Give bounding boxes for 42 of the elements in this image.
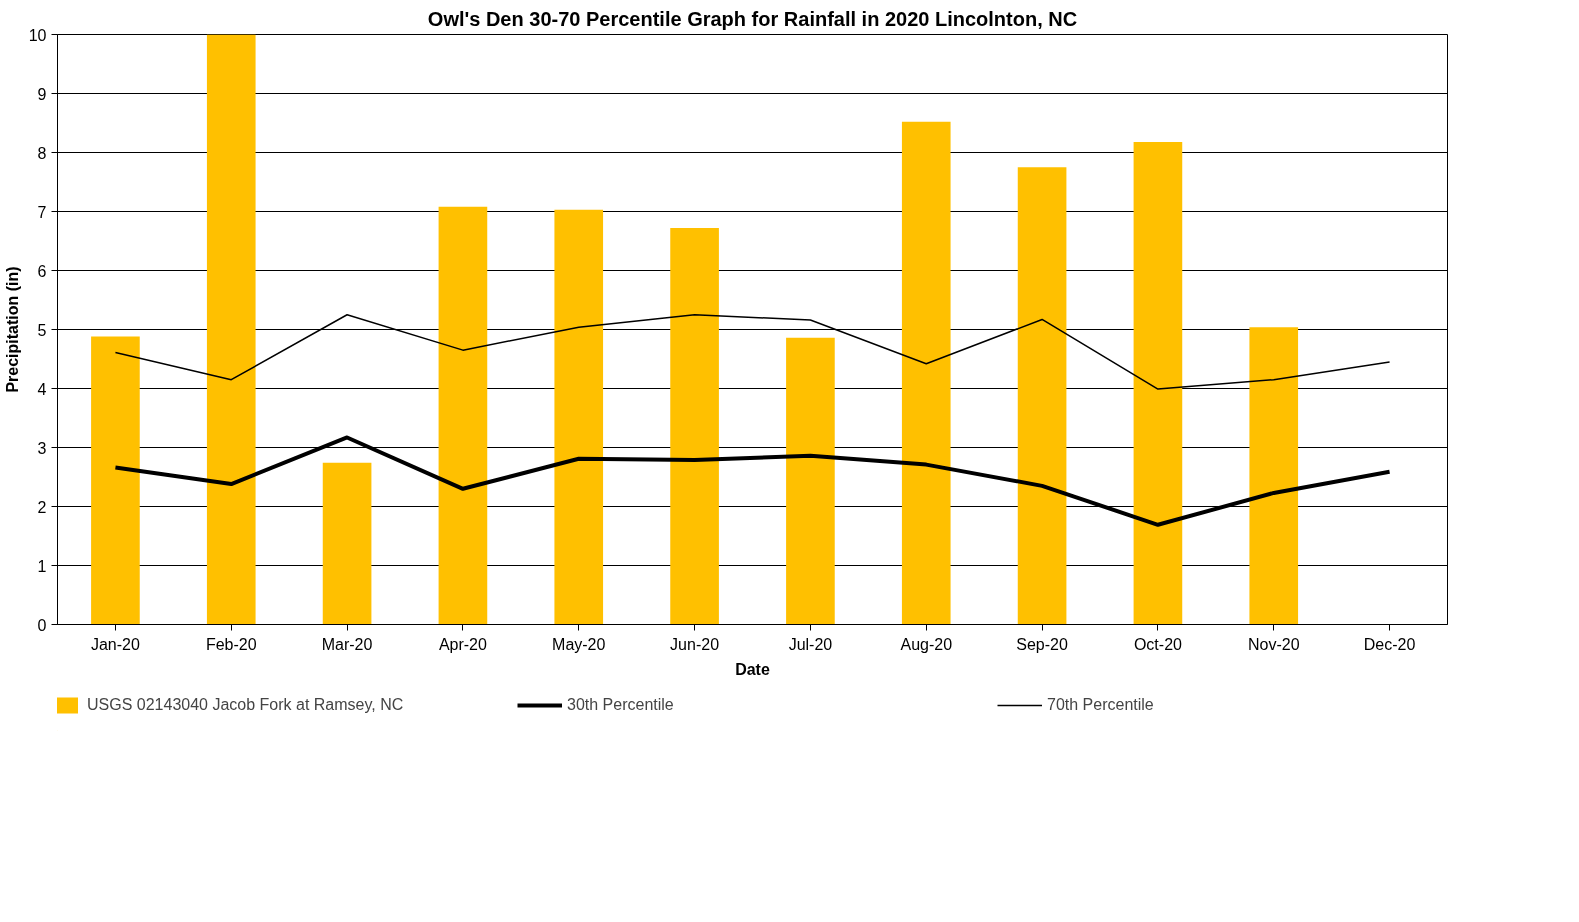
x-tick-label: Jun-20 <box>670 635 720 653</box>
x-tick-label: Dec-20 <box>1363 635 1416 653</box>
x-tick-label: Sep-20 <box>1016 635 1068 653</box>
bar <box>1133 141 1183 625</box>
bar <box>786 337 835 625</box>
y-tick-label: 10 <box>28 26 47 44</box>
bar <box>901 121 951 625</box>
bar <box>206 34 256 625</box>
x-tick-label: Jan-20 <box>90 635 140 653</box>
bar <box>670 228 719 625</box>
x-tick-label: Jul-20 <box>788 635 833 653</box>
y-tick-label: 1 <box>37 557 47 575</box>
x-tick-label: Apr-20 <box>438 635 488 653</box>
bar <box>322 462 372 625</box>
x-tick-label: Feb-20 <box>205 635 257 653</box>
bar <box>554 209 604 625</box>
y-tick-label: 6 <box>37 262 47 280</box>
x-axis-title: Date <box>735 660 770 678</box>
x-tick-label: Oct-20 <box>1133 635 1183 653</box>
y-axis-title: Precipitation (in) <box>3 266 21 393</box>
bar <box>1017 167 1067 625</box>
y-tick-label: 7 <box>37 203 47 221</box>
bar <box>91 336 140 625</box>
legend-label: USGS 02143040 Jacob Fork at Ramsey, NC <box>87 696 405 714</box>
line-series <box>113 435 1392 527</box>
legend-label: 30th Percentile <box>567 696 675 714</box>
x-tick-label: Aug-20 <box>900 635 953 653</box>
y-tick-label: 4 <box>37 380 47 398</box>
chart-title: Owl's Den 30-70 Percentile Graph for Rainfall in 2020 Lincolnton, NC <box>427 7 1078 30</box>
y-tick-label: 5 <box>37 321 47 339</box>
y-tick-label: 9 <box>37 85 47 103</box>
bar <box>1249 327 1299 625</box>
line-series <box>114 314 1391 390</box>
x-tick-label: May-20 <box>552 635 606 653</box>
y-tick-label: 8 <box>37 144 47 162</box>
y-tick-label: 2 <box>37 498 47 516</box>
legend-label: 70th Percentile <box>1047 696 1155 714</box>
bar <box>438 206 488 625</box>
y-tick-label: 0 <box>37 616 47 634</box>
x-tick-label: Mar-20 <box>321 635 373 653</box>
y-tick-label: 3 <box>37 439 47 457</box>
x-tick-label: Nov-20 <box>1247 635 1300 653</box>
